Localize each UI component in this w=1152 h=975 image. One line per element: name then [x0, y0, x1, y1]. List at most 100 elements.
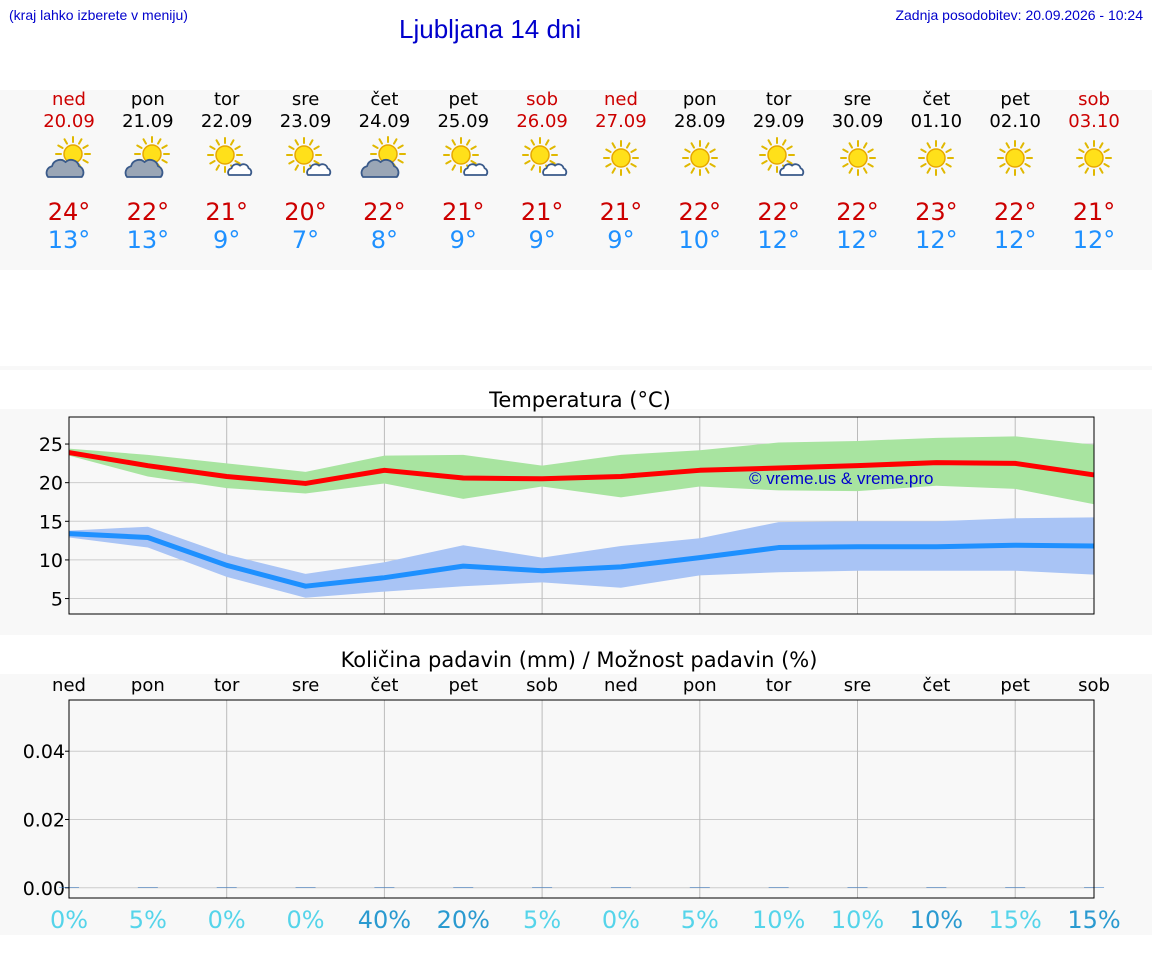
sun-icon — [1076, 140, 1113, 176]
max-temperature: 22° — [363, 198, 406, 226]
day-date: 27.09 — [595, 111, 647, 132]
precipitation-probability: 0% — [49, 906, 89, 934]
sun-cloud-icon — [124, 136, 170, 178]
precipitation-day-label: sob — [526, 675, 558, 696]
day-date: 26.09 — [516, 111, 568, 132]
min-temperature: 12° — [915, 226, 958, 254]
day-date: 01.10 — [910, 111, 963, 132]
max-temperature: 22° — [993, 198, 1037, 226]
day-name: tor — [765, 89, 792, 110]
min-temperature: 12° — [993, 226, 1037, 254]
precipitation-day-label: čet — [922, 675, 951, 696]
daily-forecast-panel — [0, 90, 1152, 270]
min-temperature: 12° — [757, 226, 800, 254]
max-temperature: 21° — [441, 198, 485, 226]
day-date: 21.09 — [122, 111, 174, 132]
sun-small-cloud-icon — [285, 137, 331, 176]
sun-small-cloud-icon — [443, 137, 489, 176]
day-name: ned — [603, 89, 638, 110]
sun-icon — [839, 140, 876, 176]
precipitation-probability: 5% — [680, 906, 719, 934]
precipitation-probability: 10% — [751, 906, 806, 934]
precipitation-day-label: sob — [1078, 675, 1110, 696]
day-date: 25.09 — [437, 111, 490, 132]
min-temperature: 12° — [836, 226, 879, 254]
precipitation-day-label: pon — [682, 675, 717, 696]
max-temperature: 20° — [284, 198, 327, 226]
day-name: čet — [922, 89, 951, 110]
day-name: sre — [291, 89, 320, 110]
day-date: 02.10 — [989, 111, 1041, 132]
min-temperature: 12° — [1072, 226, 1116, 254]
day-name: pon — [682, 89, 717, 110]
precipitation-probability: 20% — [436, 906, 490, 934]
temperature-chart-title: Temperatura (°C) — [489, 388, 671, 412]
sun-cloud-icon — [45, 136, 91, 178]
precipitation-probability: 40% — [357, 906, 412, 934]
precipitation-probability: 0% — [207, 906, 246, 934]
day-date: 30.09 — [831, 111, 884, 132]
day-date: 20.09 — [43, 111, 95, 132]
day-name: tor — [213, 89, 240, 110]
divider — [0, 366, 1152, 370]
day-name: čet — [370, 89, 399, 110]
precipitation-probability: 0% — [601, 906, 640, 934]
max-temperature: 21° — [599, 198, 643, 226]
sun-cloud-icon — [361, 136, 407, 178]
precipitation-probability: 10% — [830, 906, 885, 934]
max-temperature: 22° — [836, 198, 879, 226]
sun-icon — [602, 140, 639, 176]
day-name: sob — [526, 89, 558, 110]
temperature-panel — [0, 409, 1152, 635]
last-updated: Zadnja posodobitev: 20.09.2026 - 10:24 — [895, 7, 1143, 23]
min-temperature: 9° — [528, 226, 556, 254]
sun-small-cloud-icon — [522, 137, 568, 176]
precipitation-probability: 0% — [286, 906, 325, 934]
day-name: ned — [52, 89, 86, 110]
day-name: sob — [1078, 89, 1110, 110]
precipitation-panel — [0, 674, 1152, 935]
min-temperature: 13° — [126, 226, 170, 254]
max-temperature: 24° — [47, 198, 91, 226]
min-temperature: 9° — [213, 226, 241, 254]
min-temperature: 13° — [47, 226, 91, 254]
min-temperature: 9° — [449, 226, 477, 254]
day-date: 23.09 — [279, 111, 332, 132]
day-date: 29.09 — [752, 111, 805, 132]
precipitation-day-label: pet — [1000, 675, 1030, 696]
precipitation-day-label: sre — [291, 675, 320, 696]
max-temperature: 23° — [915, 198, 958, 226]
precipitation-day-label: tor — [213, 675, 240, 696]
sun-icon — [997, 140, 1034, 176]
max-temperature: 21° — [520, 198, 564, 226]
min-temperature: 8° — [370, 226, 399, 254]
day-name: pet — [448, 89, 479, 110]
precipitation-day-label: čet — [370, 675, 399, 696]
precipitation-probability: 15% — [1067, 906, 1121, 934]
sun-small-cloud-icon — [206, 137, 252, 176]
precipitation-day-label: pet — [448, 675, 479, 696]
max-temperature: 22° — [126, 198, 170, 226]
max-temperature: 22° — [757, 198, 800, 226]
precipitation-probability: 5% — [128, 906, 167, 934]
precipitation-day-label: sre — [843, 675, 872, 696]
min-temperature: 9° — [607, 226, 635, 254]
precipitation-chart-title: Količina padavin (mm) / Možnost padavin … — [340, 648, 818, 672]
precipitation-probability: 10% — [909, 906, 964, 934]
sun-icon — [918, 140, 955, 176]
day-date: 28.09 — [674, 111, 726, 132]
day-date: 03.10 — [1068, 111, 1120, 132]
precipitation-probability: 5% — [523, 906, 562, 934]
precipitation-day-label: tor — [765, 675, 792, 696]
page-title: Ljubljana 14 dni — [399, 14, 582, 44]
min-temperature: 7° — [291, 226, 320, 254]
day-date: 24.09 — [358, 111, 411, 132]
precipitation-day-label: pon — [130, 675, 165, 696]
min-temperature: 10° — [678, 226, 722, 254]
precipitation-day-label: ned — [52, 675, 86, 696]
max-temperature: 21° — [205, 198, 248, 226]
sun-small-cloud-icon — [758, 137, 804, 176]
location-hint-link[interactable]: (kraj lahko izberete v meniju) — [9, 7, 188, 23]
max-temperature: 21° — [1072, 198, 1116, 226]
